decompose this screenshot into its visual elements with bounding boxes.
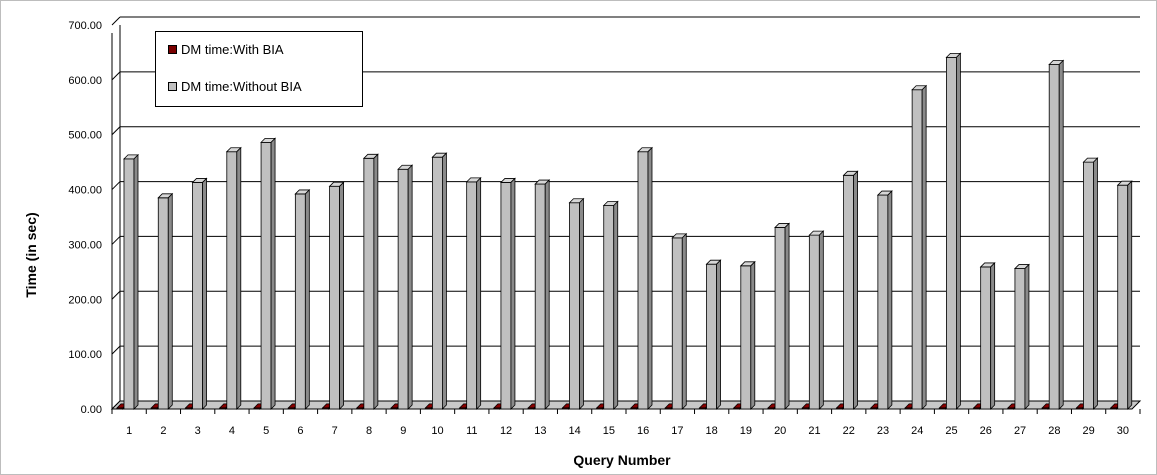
x-tick-label: 30 [1117,425,1129,437]
x-tick-label: 2 [160,425,166,437]
bar-without-bia [842,170,859,410]
bar-without-bia [808,230,825,410]
x-tick-label: 11 [466,425,477,437]
y-tick-label: 300.00 [68,239,102,251]
bar-without-bia [362,153,379,410]
y-tick-label: 100.00 [68,349,102,361]
bar-without-bia [397,164,414,410]
bar-without-bia [1082,157,1099,410]
bar-without-bia [911,84,928,410]
y-tick-label: 600.00 [68,75,102,87]
bar-without-bia [294,188,311,410]
x-axis-title: Query Number [573,452,671,468]
x-tick-label: 12 [500,425,512,437]
x-tick-label: 27 [1014,425,1026,437]
gridline-side [111,181,121,190]
x-tick-label: 13 [534,425,546,437]
x-tick-label: 8 [366,425,372,437]
bar-without-bia [431,152,448,410]
x-tick-label: 28 [1048,425,1060,437]
legend-label-with-bia: DM time:With BIA [181,41,284,57]
legend-label-without-bia: DM time:Without BIA [181,78,302,94]
x-tick-label: 23 [877,425,889,437]
x-tick-label: 14 [568,425,580,437]
gridline-side [111,236,121,245]
bars-layer [116,52,1133,410]
x-tick-label: 3 [195,425,201,437]
x-tick-label: 7 [332,425,338,437]
bar-without-bia [260,137,277,410]
bar-without-bia [602,200,619,410]
bar-without-bia [534,179,551,410]
x-tick-label: 18 [706,425,718,437]
x-tick-label: 16 [637,425,649,437]
x-tick-label: 25 [945,425,957,437]
x-tick-label: 19 [740,425,752,437]
x-tick-label: 15 [603,425,615,437]
bar-without-bia [876,190,893,410]
x-tick-label: 1 [126,425,132,437]
y-tick-label: 500.00 [68,130,102,142]
y-axis-title: Time (in sec) [23,212,39,297]
y-tick-labels: 0.00 100.00 200.00 300.00 400.00 500.00 600.00… [68,20,102,416]
legend-item-with-bia: DM time:With BIA [168,40,284,58]
bar-without-bia [979,261,996,410]
bar-without-bia [774,222,791,410]
x-tick-label: 4 [229,425,235,437]
bar-without-bia [499,177,516,410]
gridline-side [111,71,121,81]
bar-without-bia [705,259,722,410]
x-tick-label: 24 [911,425,923,437]
bar-without-bia [568,197,585,410]
gridline-side [111,16,121,26]
y-tick-label: 200.00 [68,294,102,306]
bar-without-bia [328,181,345,410]
bar-without-bia [945,52,962,410]
bar-without-bia [191,177,208,410]
bar-without-bia [1116,180,1133,410]
gridline-side [111,126,121,136]
bar-without-bia [671,232,688,410]
x-tick-label: 21 [808,425,820,437]
gridline-side [111,290,121,300]
gridline-side [111,345,121,355]
x-tick-label: 9 [400,425,406,437]
x-tick-label: 29 [1082,425,1094,437]
legend-swatch-with-bia [168,44,177,54]
bar-without-bia [1048,59,1065,410]
legend: DM time:With BIA DM time:Without BIA [155,31,363,107]
y-tick-label: 700.00 [68,20,102,32]
bar-without-bia [637,146,653,410]
legend-swatch-without-bia [168,81,177,91]
bar-without-bia [157,192,174,410]
bar-without-bia [225,146,242,410]
y-tick-label: 400.00 [68,185,102,197]
x-tick-label: 20 [774,425,786,437]
x-tick-label: 6 [297,425,303,437]
bar-without-bia [123,153,139,410]
y-tick-label: 0.00 [81,404,102,416]
bar-without-bia [739,260,756,410]
x-tick-labels: 1 2 3 4 5 6 7 8 9 10 11 12 13 14 15 16 17 18 19 20 21 22 23 24 2… [111,409,1141,437]
bar-without-bia [465,176,482,410]
x-tick-label: 22 [843,425,855,437]
x-tick-label: 10 [431,425,443,437]
x-tick-label: 17 [671,425,683,437]
x-tick-label: 5 [263,425,269,437]
legend-item-without-bia: DM time:Without BIA [168,77,302,95]
x-tick-label: 26 [980,425,992,437]
bar-without-bia [1013,263,1030,410]
